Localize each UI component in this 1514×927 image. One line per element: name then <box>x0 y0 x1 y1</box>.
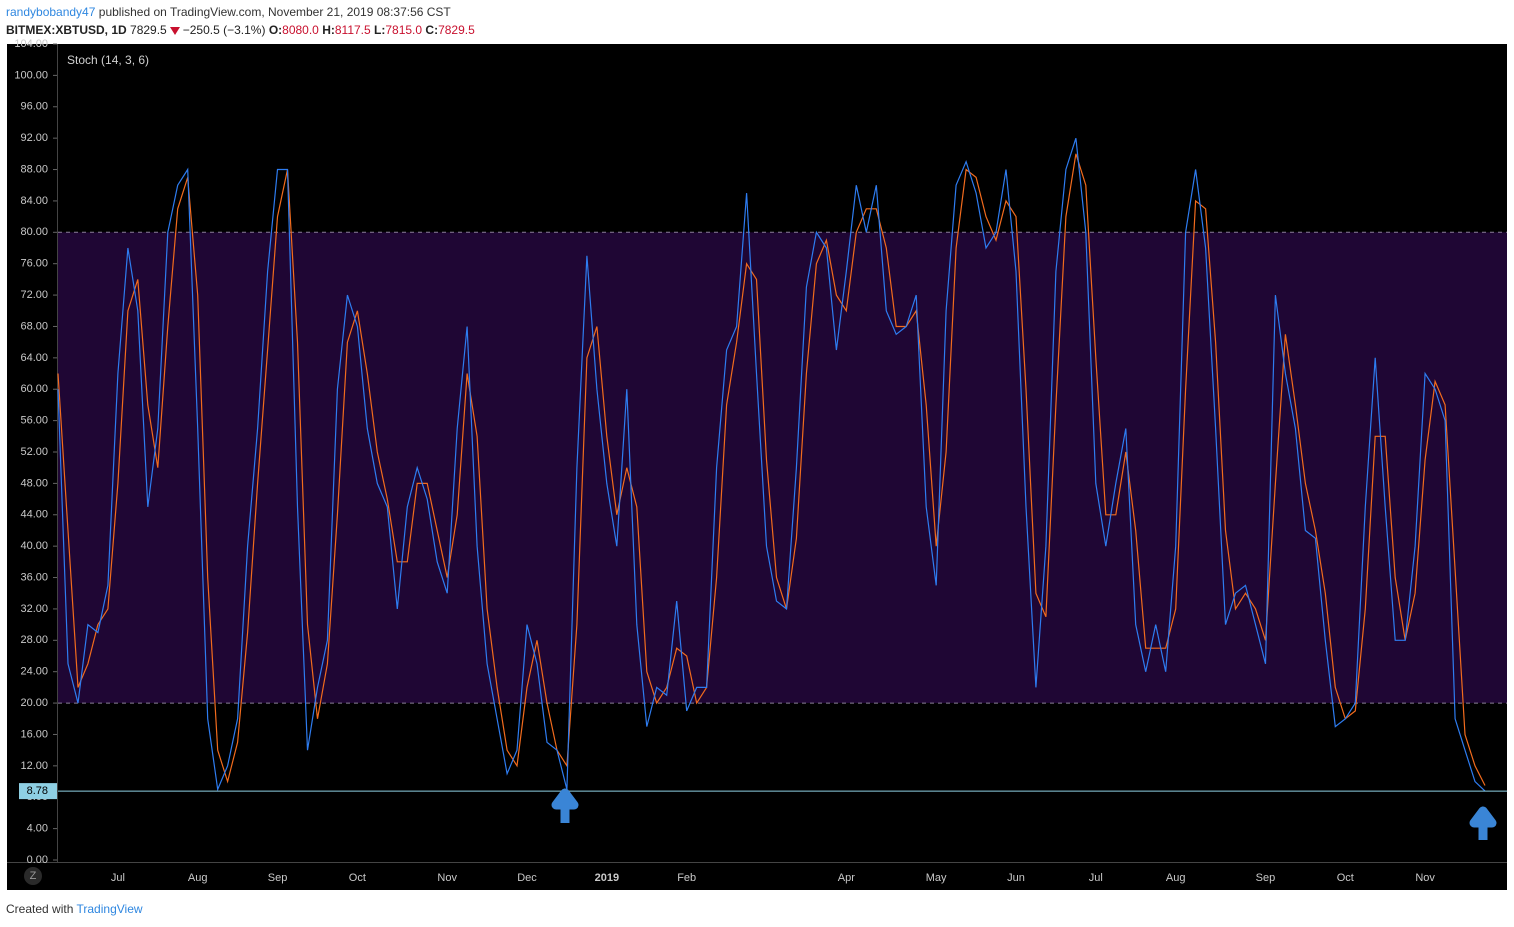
x-tick-label: Oct <box>349 872 366 884</box>
y-tick-label: 20.00 <box>20 697 48 709</box>
y-tick-label: 48.00 <box>20 477 48 489</box>
down-icon <box>169 26 180 35</box>
y-tick-label: 52.00 <box>20 446 48 458</box>
footer: Created with TradingView <box>6 902 143 916</box>
x-tick-label: Oct <box>1337 872 1354 884</box>
low: 7815.0 <box>385 23 423 37</box>
y-tick-label: 4.00 <box>27 823 48 835</box>
y-tick-label: 40.00 <box>20 540 48 552</box>
last-value-label: 8.78 <box>27 785 48 797</box>
y-tick-label: 44.00 <box>20 509 48 521</box>
y-tick-label: 0.00 <box>27 854 48 866</box>
x-tick-label: Nov <box>437 872 457 884</box>
publish-line: randybobandy47 published on TradingView.… <box>6 5 451 19</box>
created-with: Created with <box>6 902 74 916</box>
y-tick-label: 72.00 <box>20 289 48 301</box>
x-tick-label: Jun <box>1007 872 1025 884</box>
x-tick-label: Nov <box>1415 872 1435 884</box>
y-tick-label: 80.00 <box>20 226 48 238</box>
series-line <box>57 138 1486 792</box>
high-label: H: <box>322 23 335 37</box>
y-tick-label: 12.00 <box>20 760 48 772</box>
zoom-label[interactable]: Z <box>30 870 37 882</box>
published-text: published on TradingView.com, November 2… <box>98 5 451 19</box>
arrow-annotation <box>1469 806 1497 840</box>
plot-area <box>57 138 1507 792</box>
symbol: BITMEX:XBTUSD, 1D <box>6 23 127 37</box>
y-tick-label: 28.00 <box>20 634 48 646</box>
zoom-button[interactable] <box>24 867 42 885</box>
x-tick-label: 2019 <box>595 872 619 884</box>
open: 8080.0 <box>282 23 319 37</box>
symbol-line: BITMEX:XBTUSD, 1D 7829.5 −250.5 (−3.1%) O… <box>6 23 475 37</box>
x-tick-label: Jul <box>1089 872 1103 884</box>
x-tick-label: Sep <box>1256 872 1276 884</box>
y-tick-label: 100.00 <box>14 69 48 81</box>
indicator-title: Stoch (14, 3, 6) <box>67 53 149 67</box>
y-tick-label: 60.00 <box>20 383 48 395</box>
low-label: L: <box>374 23 386 37</box>
y-tick-label: 104.00 <box>14 38 48 50</box>
y-tick-label: 24.00 <box>20 666 48 678</box>
y-tick-label: 36.00 <box>20 571 48 583</box>
y-tick-label: 68.00 <box>20 320 48 332</box>
last-value-tag <box>19 783 57 800</box>
close: 7829.5 <box>438 23 475 37</box>
x-tick-label: Dec <box>517 872 537 884</box>
y-tick-label: 56.00 <box>20 415 48 427</box>
x-tick-label: Apr <box>838 872 855 884</box>
y-tick-label: 92.00 <box>20 132 48 144</box>
brand: TradingView <box>76 902 143 916</box>
x-tick-label: Aug <box>188 872 208 884</box>
y-tick-label: 76.00 <box>20 258 48 270</box>
y-tick-label: 84.00 <box>20 195 48 207</box>
y-tick-label: 96.00 <box>20 101 48 113</box>
change: −250.5 (−3.1%) <box>182 23 266 37</box>
open-label: O: <box>268 23 283 37</box>
x-tick-label: Jul <box>111 872 125 884</box>
y-tick-label: 16.00 <box>20 728 48 740</box>
x-tick-label: May <box>926 872 947 884</box>
series-line <box>57 153 1486 786</box>
x-tick-label: Feb <box>677 872 696 884</box>
close-label: C: <box>425 23 439 37</box>
y-tick-label: 88.00 <box>20 163 48 175</box>
band <box>58 232 1507 704</box>
x-tick-label: Aug <box>1166 872 1186 884</box>
arrow-annotation <box>551 788 579 823</box>
high: 8117.5 <box>334 23 371 37</box>
price: 7829.5 <box>130 23 167 37</box>
y-tick-label: 32.00 <box>20 603 48 615</box>
x-tick-label: Sep <box>268 872 288 884</box>
username: randybobandy47 <box>6 5 96 19</box>
y-tick-label: 64.00 <box>20 352 48 364</box>
